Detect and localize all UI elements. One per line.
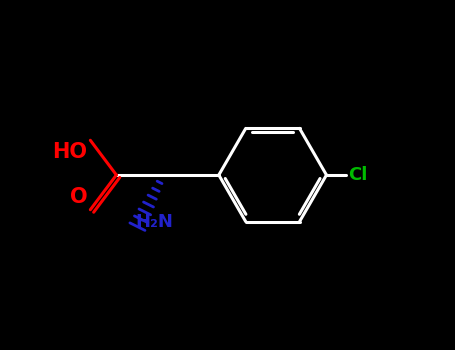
Text: HO: HO xyxy=(53,142,87,162)
Text: H₂N: H₂N xyxy=(136,212,173,231)
Text: O: O xyxy=(70,187,87,207)
Text: Cl: Cl xyxy=(349,166,368,184)
